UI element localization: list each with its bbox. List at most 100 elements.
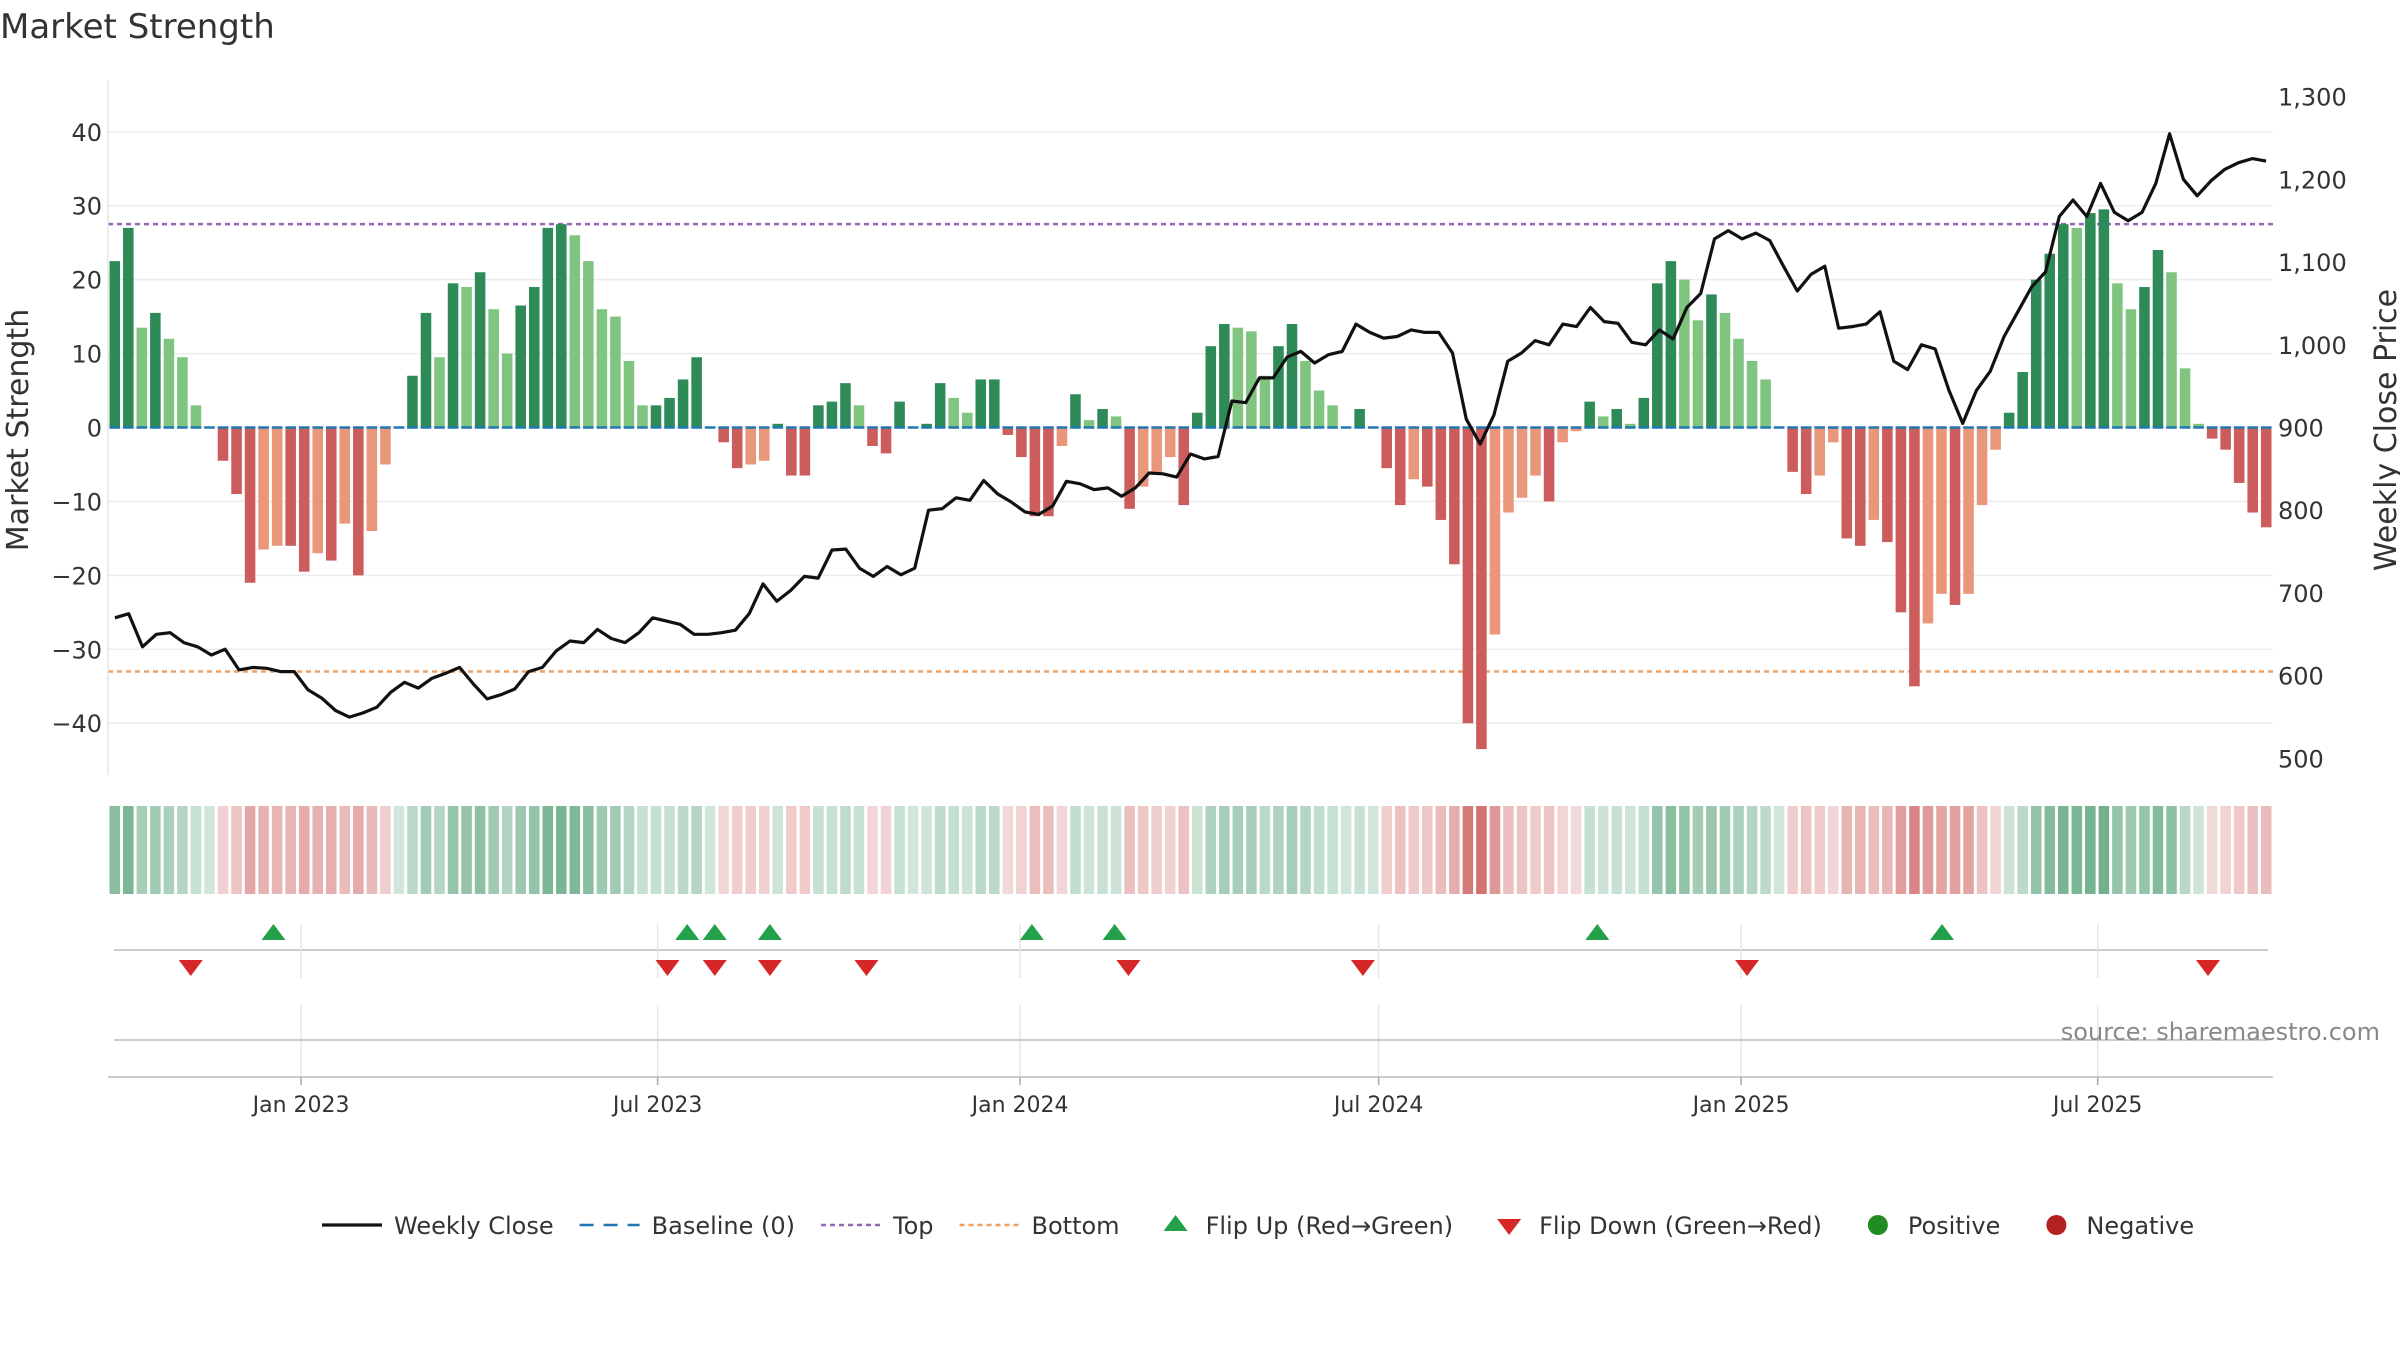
strength-bar: [961, 412, 973, 428]
heat-cell: [1489, 806, 1501, 894]
heat-cell: [2152, 806, 2164, 894]
flip-up-marker: [702, 924, 727, 940]
strength-bar: [840, 383, 851, 428]
flip-down-marker: [757, 960, 782, 976]
strength-bar: [596, 309, 608, 428]
heat-cell: [691, 806, 702, 894]
strength-bar: [1503, 427, 1514, 513]
heat-cell: [1097, 806, 1108, 894]
heat-cell: [1381, 806, 1392, 894]
heat-cell: [921, 806, 932, 894]
heat-cell: [704, 806, 716, 894]
strength-bar: [1936, 427, 1947, 594]
heat-cell: [772, 806, 784, 894]
strength-bar: [813, 405, 824, 428]
heat-cell: [1124, 806, 1135, 894]
strength-bar: [1624, 423, 1636, 428]
heat-cell: [1408, 806, 1420, 894]
strength-bar: [1313, 390, 1325, 428]
strength-bar: [637, 405, 648, 428]
strength-bar: [217, 427, 229, 461]
strength-bar: [2166, 272, 2177, 428]
strength-bar: [285, 427, 296, 546]
strength-bar: [1489, 427, 1501, 635]
strength-bar: [1462, 427, 1474, 724]
heat-cell: [1855, 806, 1866, 894]
y2-axis-title: Weekly Close Price: [2369, 289, 2400, 571]
heat-cell: [380, 806, 391, 894]
heat-cell: [637, 806, 648, 894]
strength-bar: [1963, 427, 1974, 594]
heat-cell: [1530, 806, 1541, 894]
heat-cell: [1597, 806, 1609, 894]
y-tick-label: −30: [51, 636, 102, 664]
heat-cell: [1246, 806, 1257, 894]
strength-bar: [1259, 375, 1271, 428]
heat-cell: [2166, 806, 2177, 894]
strength-bar: [2206, 427, 2218, 439]
legend-item-positive: Positive: [1867, 1212, 2000, 1240]
strength-bar: [677, 379, 689, 428]
strength-bar: [1232, 327, 1244, 428]
heat-cell: [1746, 806, 1758, 894]
heat-cell: [1164, 806, 1176, 894]
heat-cell: [244, 806, 256, 894]
y2-tick-label: 1,300: [2278, 84, 2347, 112]
heat-cell: [731, 806, 743, 894]
strength-bar: [583, 261, 594, 428]
heat-cell: [258, 806, 269, 894]
heat-cell: [488, 806, 499, 894]
heat-cell: [934, 806, 946, 894]
strength-bar: [2152, 250, 2164, 428]
strength-bar: [921, 423, 932, 428]
strength-bar: [1043, 427, 1054, 517]
heat-cell: [1273, 806, 1284, 894]
heat-cell: [813, 806, 824, 894]
strength-bar: [1124, 427, 1135, 509]
heat-cell: [840, 806, 851, 894]
source-label: source: sharemaestro.com: [2061, 1018, 2380, 1046]
strength-bar: [1543, 427, 1555, 502]
strength-bar: [610, 316, 621, 428]
y-tick-label: 0: [87, 415, 102, 443]
heat-cell: [1070, 806, 1081, 894]
heat-cell: [298, 806, 310, 894]
heat-cell: [989, 806, 1000, 894]
strength-bar: [1557, 427, 1568, 443]
flip-down-marker: [854, 960, 879, 976]
strength-bar: [1191, 412, 1203, 428]
strength-bar: [1300, 360, 1311, 428]
heat-cell: [2233, 806, 2245, 894]
strength-bar: [1909, 427, 1920, 687]
strength-bar: [1814, 427, 1825, 476]
heat-cell: [285, 806, 296, 894]
heat-cell: [1435, 806, 1447, 894]
heat-cell: [2017, 806, 2028, 894]
strength-bar: [488, 309, 499, 428]
heat-cell: [948, 806, 959, 894]
heat-cell: [718, 806, 729, 894]
heat-cell: [1760, 806, 1771, 894]
strength-bar: [2098, 209, 2110, 428]
strength-bar: [799, 427, 811, 476]
legend-label: Weekly Close: [394, 1212, 554, 1240]
heat-cell: [677, 806, 689, 894]
strength-bar: [718, 427, 729, 443]
legend-item-close: Weekly Close: [322, 1212, 554, 1240]
strength-bar: [1029, 427, 1041, 517]
y2-tick-label: 600: [2278, 663, 2324, 691]
heat-cell: [1191, 806, 1203, 894]
heat-cell: [2057, 806, 2069, 894]
strength-bar: [2044, 253, 2056, 428]
strength-bar: [853, 405, 865, 428]
heat-cell: [353, 806, 364, 894]
strength-bar: [528, 287, 540, 428]
heat-cell: [1367, 806, 1379, 894]
heat-cell: [1963, 806, 1974, 894]
heat-cell: [1043, 806, 1054, 894]
heat-cell: [1476, 806, 1487, 894]
heat-cell: [1976, 806, 1988, 894]
strength-bar: [1097, 409, 1108, 428]
y-tick-label: −40: [51, 710, 102, 738]
legend-swatch: [1163, 1215, 1188, 1231]
